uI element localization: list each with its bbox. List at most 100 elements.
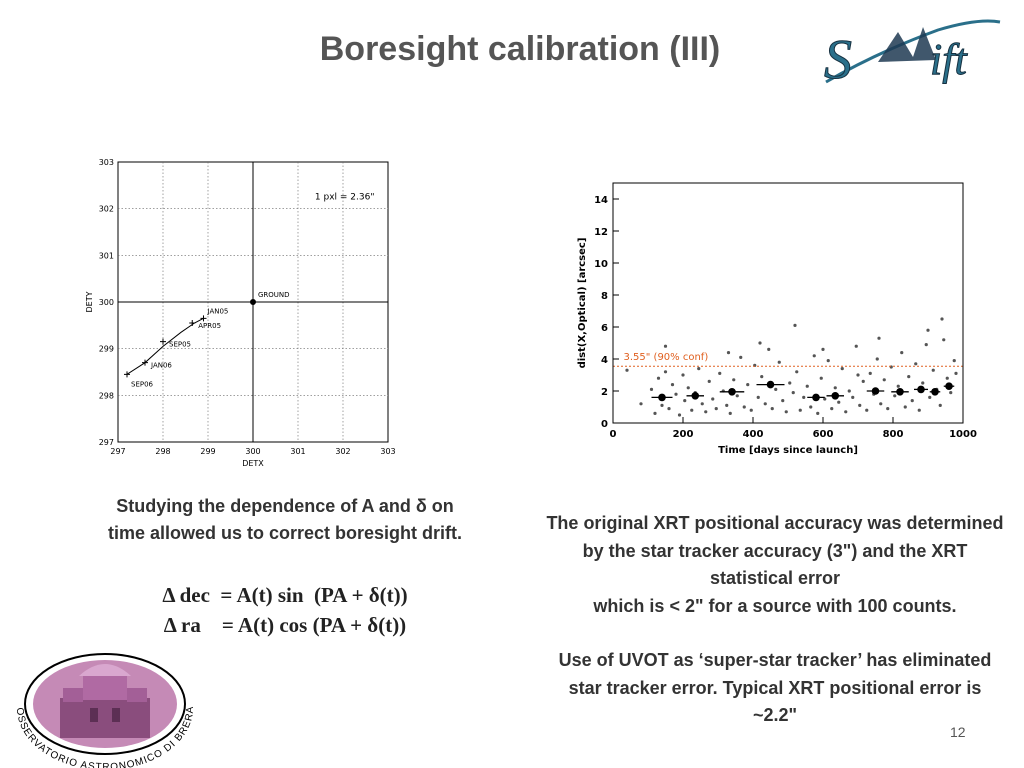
offset-vs-time-chart: 3.55" (90% conf) 0 200 400 600 800 1000 0 2 4 6 8 10…	[577, 182, 977, 456]
data-point	[938, 403, 942, 407]
data-point	[851, 395, 855, 399]
data-point	[726, 351, 731, 355]
y-axis-title: DETY	[85, 291, 94, 312]
data-point	[942, 338, 946, 342]
data-point	[921, 381, 925, 385]
data-point	[742, 405, 746, 409]
epoch-label: APR05	[198, 322, 221, 330]
data-point	[896, 384, 900, 388]
data-point	[805, 384, 809, 388]
data-point	[816, 411, 820, 415]
data-point	[625, 368, 629, 372]
epoch-marker	[142, 359, 148, 366]
data-point	[802, 395, 806, 399]
data-point	[770, 407, 774, 411]
x-axis-title: Time [days since launch]	[718, 445, 858, 456]
y-tick-label: 2	[601, 387, 608, 398]
y-tick-label: 4	[601, 355, 608, 366]
bin-mean-point	[691, 392, 700, 400]
data-point	[663, 370, 668, 374]
epoch-marker	[189, 320, 196, 326]
x-tick-label: 303	[380, 447, 395, 456]
data-point	[858, 403, 862, 407]
formula-ra: Δ ra = A(t) cos (PA + δ(t))	[163, 613, 407, 637]
data-point	[781, 399, 785, 403]
epoch-marker	[124, 371, 130, 378]
formula-block: Δ dec = A(t) sin (PA + δ(t)) Δ ra = A(t)…	[55, 580, 515, 640]
data-point	[879, 402, 883, 406]
data-point	[900, 351, 904, 355]
data-point	[653, 411, 657, 415]
y-tick-label: 0	[601, 419, 608, 430]
data-point	[718, 371, 722, 375]
epoch-marker	[160, 338, 166, 345]
data-point	[928, 395, 932, 399]
data-point	[663, 344, 668, 348]
x-tick-label: 1000	[949, 429, 977, 440]
y-tick-label: 12	[594, 227, 608, 238]
data-point	[700, 402, 704, 406]
data-point	[697, 367, 701, 371]
data-point	[844, 410, 848, 414]
data-point	[914, 362, 918, 366]
data-point	[945, 376, 949, 380]
scale-annotation: 1 pxl = 2.36"	[315, 192, 375, 202]
accuracy-paragraph-cont: which is < 2" for a source with 100 coun…	[593, 595, 957, 616]
data-point	[767, 347, 771, 351]
bin-mean-point	[766, 380, 775, 389]
data-point	[732, 378, 736, 382]
data-point	[683, 399, 687, 403]
data-point	[704, 410, 708, 414]
y-tick-label: 8	[601, 291, 608, 302]
epoch-label: JAN06	[150, 362, 172, 370]
data-point	[949, 391, 953, 395]
data-point	[819, 376, 823, 380]
data-point	[681, 373, 685, 377]
data-point	[837, 400, 841, 404]
data-point	[725, 403, 729, 407]
bin-mean-point	[812, 393, 820, 402]
x-tick-label: 301	[290, 447, 305, 456]
data-point	[854, 344, 858, 348]
data-point	[830, 407, 834, 411]
svg-text:S: S	[824, 29, 852, 91]
data-point	[823, 397, 827, 401]
formula-dec: Δ dec = A(t) sin (PA + δ(t))	[162, 583, 408, 607]
x-tick-label: 800	[883, 429, 904, 440]
data-point	[758, 341, 762, 345]
epoch-label: SEP05	[169, 341, 191, 349]
data-point	[656, 376, 661, 380]
x-tick-label: 298	[155, 447, 170, 456]
left-caption: Studying the dependence of A and δ on ti…	[45, 493, 525, 547]
data-point	[746, 383, 750, 387]
data-point	[868, 371, 872, 375]
epoch-label: JAN05	[207, 307, 229, 315]
data-point	[760, 375, 764, 379]
slide-title: Boresight calibration (III)	[319, 30, 721, 68]
data-point	[924, 343, 928, 347]
data-point	[882, 378, 886, 382]
bin-mean-point	[831, 392, 840, 400]
data-point	[795, 370, 799, 374]
x-tick-label: 299	[200, 447, 215, 456]
left-caption-line-1: Studying the dependence of A and δ on	[116, 496, 454, 516]
data-point	[649, 387, 654, 391]
x-axis-title: DETX	[242, 459, 264, 468]
y-tick-label: 300	[99, 298, 114, 307]
svg-text:ift: ift	[930, 35, 968, 84]
data-point	[777, 360, 781, 364]
data-point	[910, 399, 914, 403]
threshold-label: 3.55" (90% conf)	[624, 352, 709, 363]
ground-point	[250, 299, 256, 305]
data-point	[774, 387, 778, 391]
data-point	[833, 386, 837, 390]
data-point	[677, 413, 682, 417]
x-tick-label: 600	[813, 429, 834, 440]
x-tick-label: 302	[335, 447, 350, 456]
data-point	[791, 391, 795, 395]
y-axis-title: dist(X,Optical) [arcsec]	[577, 238, 588, 369]
x-tick-label: 300	[245, 447, 260, 456]
data-point	[784, 410, 788, 414]
data-point	[660, 403, 664, 407]
ground-label: GROUND	[258, 291, 290, 299]
